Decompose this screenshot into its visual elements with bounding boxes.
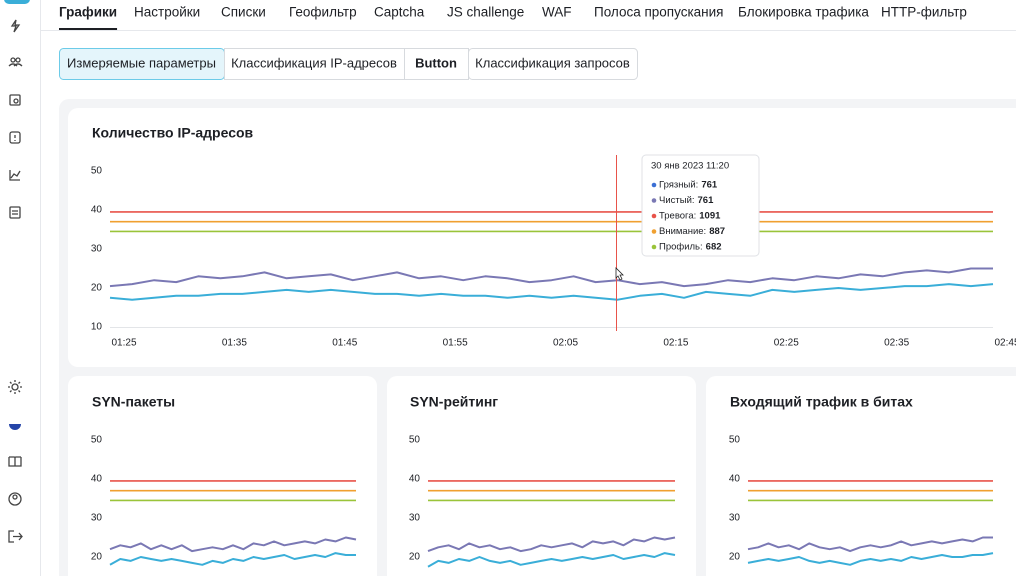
cursor <box>615 267 624 281</box>
tab[interactable]: Графики <box>59 5 117 20</box>
tab[interactable]: WAF <box>542 5 572 20</box>
tooltip-label: Внимание: <box>659 226 706 237</box>
y-tick-label: 40 <box>409 474 421 485</box>
subtab-label: Измеряемые параметры <box>67 55 216 70</box>
tooltip-value: 682 <box>706 242 722 253</box>
tooltip-dot <box>651 229 657 234</box>
y-tick-label: 50 <box>91 166 103 177</box>
y-tick-label: 30 <box>91 513 103 524</box>
series-line <box>109 536 357 553</box>
x-tick-label: 01:45 <box>332 338 357 349</box>
sidebar <box>0 0 40 576</box>
tooltip-label: Чистый: <box>659 195 695 206</box>
subtab-label: Button <box>415 55 457 70</box>
subtab[interactable] <box>224 48 405 80</box>
y-tick-label: 50 <box>729 435 741 446</box>
x-tick-label: 02:25 <box>774 338 799 349</box>
card <box>68 108 1016 367</box>
y-tick-label: 40 <box>91 474 103 485</box>
y-tick-label: 40 <box>729 474 741 485</box>
chart-title: SYN-рейтинг <box>410 394 498 410</box>
card <box>387 376 696 576</box>
series-line <box>109 552 356 566</box>
tab[interactable]: Полоса пропускания <box>594 5 723 20</box>
series-line <box>747 552 994 566</box>
x-tick-label: 02:05 <box>553 338 578 349</box>
y-tick-label: 20 <box>729 552 741 563</box>
tooltip-dot <box>651 198 657 203</box>
tab[interactable]: Настройки <box>134 5 200 20</box>
tab[interactable]: HTTP-фильтр <box>881 5 967 20</box>
subtab-label: Классификация запросов <box>475 55 630 70</box>
chart-title: SYN-пакеты <box>92 394 175 410</box>
tab[interactable]: JS challenge <box>447 5 524 20</box>
y-tick-label: 30 <box>729 513 741 524</box>
tooltip-value: 761 <box>698 195 715 206</box>
y-tick-label: 30 <box>409 513 421 524</box>
tooltip-title: 30 янв 2023 11:20 <box>651 161 729 172</box>
series-line <box>109 267 993 288</box>
y-tick-label: 30 <box>91 244 103 255</box>
x-tick-label: 02:15 <box>663 338 688 349</box>
series-line <box>109 283 994 301</box>
y-tick-label: 40 <box>91 205 103 216</box>
series-line <box>427 552 676 568</box>
subtab-label: Классификация IP-адресов <box>231 55 397 70</box>
chart-title: Входящий трафик в битах <box>730 394 913 410</box>
y-tick-label: 50 <box>91 435 103 446</box>
y-tick-label: 10 <box>91 322 103 333</box>
tooltip-value: 887 <box>709 226 725 237</box>
sidebar-avatar[interactable] <box>9 424 21 430</box>
tooltip-label: Тревога: <box>659 211 696 222</box>
tab[interactable]: Списки <box>221 5 266 20</box>
subtab[interactable] <box>468 48 638 80</box>
tooltip-value: 761 <box>701 180 718 191</box>
y-tick-label: 20 <box>91 283 103 294</box>
tooltip-dot <box>651 213 657 219</box>
chart-title: Количество IP-адресов <box>92 125 254 141</box>
x-tick-label: 01:55 <box>443 338 468 349</box>
tooltip-label: Профиль: <box>659 242 703 253</box>
tooltip-value: 1091 <box>699 211 721 222</box>
card <box>706 376 1016 576</box>
card <box>68 376 377 576</box>
tab-indicator <box>59 28 118 30</box>
sidebar-logo[interactable] <box>4 0 30 4</box>
tab[interactable]: Геофильтр <box>289 5 357 20</box>
sidebar-icons[interactable] <box>8 19 23 543</box>
series-line <box>427 536 676 553</box>
series-line <box>747 536 993 553</box>
y-tick-label: 20 <box>91 552 103 563</box>
x-tick-label: 02:35 <box>884 338 909 349</box>
tooltip-dot <box>651 182 657 188</box>
x-tick-label: 02:45 <box>994 338 1016 349</box>
x-tick-label: 01:35 <box>222 338 247 349</box>
y-tick-label: 50 <box>409 435 421 446</box>
tooltip-label: Грязный: <box>659 180 698 191</box>
subtab[interactable] <box>404 48 469 80</box>
tab[interactable]: Блокировка трафика <box>738 5 869 20</box>
tooltip <box>641 154 760 257</box>
tab[interactable]: Captcha <box>374 5 425 20</box>
x-tick-label: 01:25 <box>111 338 136 349</box>
y-tick-label: 20 <box>409 552 421 563</box>
tooltip-dot <box>651 244 657 250</box>
